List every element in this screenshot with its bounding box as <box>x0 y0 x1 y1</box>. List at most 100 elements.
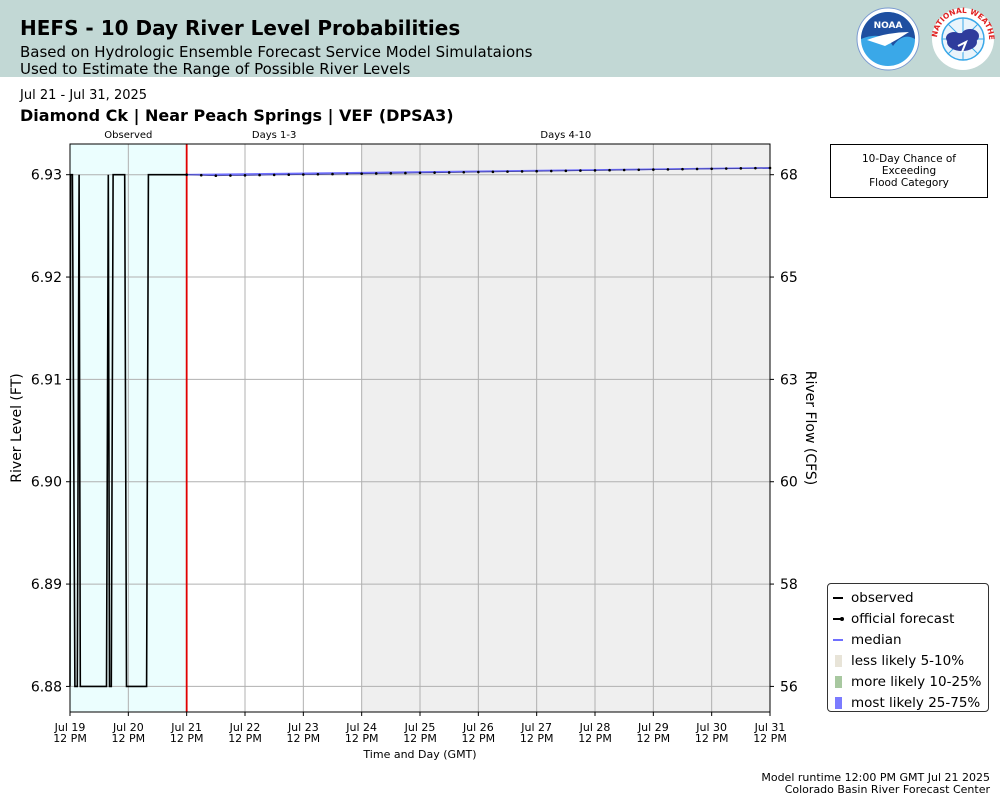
y-tick-label-right: 68 <box>780 168 798 184</box>
y-axis-label-right: River Flow (CFS) <box>802 371 818 486</box>
x-tick-label-time: 12 PM <box>403 732 437 745</box>
x-tick-label-time: 12 PM <box>462 732 496 745</box>
forecast-point <box>199 173 203 177</box>
forecast-point <box>374 172 378 175</box>
x-tick-label-day: Jul 26 <box>462 721 494 734</box>
page-title: HEFS - 10 Day River Level Probabilities <box>20 16 461 40</box>
y-tick-label-left: 6.88 <box>31 679 62 695</box>
forecast-point <box>331 172 334 176</box>
date-range: Jul 21 - Jul 31, 2025 <box>20 88 148 103</box>
forecast-point <box>462 170 466 174</box>
x-tick-label-time: 12 PM <box>170 732 204 745</box>
x-tick-label-time: 12 PM <box>228 732 262 745</box>
nws-logo: NATIONAL WEATHER SERVICE <box>928 2 996 70</box>
forecast-point <box>564 169 568 173</box>
y-tick-label-left: 6.91 <box>31 372 62 388</box>
legend-swatch-median <box>832 633 846 647</box>
forecast-point <box>360 172 363 175</box>
forecast-point <box>447 171 451 174</box>
forecast-point <box>243 174 247 177</box>
region-label: Days 1-3 <box>252 130 296 141</box>
x-tick-label-time: 12 PM <box>520 732 554 745</box>
x-tick-label-day: Jul 27 <box>520 721 552 734</box>
legend-item-median: median <box>832 629 988 650</box>
legend-label: observed <box>851 589 914 606</box>
x-tick-label-day: Jul 29 <box>637 721 669 734</box>
forecast-point <box>229 174 232 177</box>
x-tick-label-day: Jul 31 <box>754 721 786 734</box>
forecast-point <box>579 169 582 172</box>
x-tick-label-time: 12 PM <box>695 732 729 745</box>
forecast-point <box>754 166 757 170</box>
flood-category-box: 10-Day Chance of Exceeding Flood Categor… <box>830 144 988 198</box>
legend-swatch-observed <box>832 591 846 605</box>
x-axis-label: Time and Day (GMT) <box>362 748 476 761</box>
x-tick-label-day: Jul 23 <box>287 721 319 734</box>
x-tick-label-day: Jul 21 <box>170 721 202 734</box>
legend-item-observed: observed <box>832 587 988 608</box>
y-tick-label-left: 6.93 <box>31 168 62 184</box>
y-tick-label-right: 58 <box>780 577 798 593</box>
flood-box-line-2: Exceeding <box>881 165 937 177</box>
footer-center: Colorado Basin River Forecast Center <box>784 783 990 796</box>
forecast-point <box>214 174 218 178</box>
forecast-point <box>695 167 699 171</box>
noaa-logo: NOAA <box>856 7 920 71</box>
forecast-point <box>258 173 261 177</box>
forecast-point <box>389 171 393 175</box>
legend-item-official-forecast: official forecast <box>832 608 988 629</box>
header-banner: HEFS - 10 Day River Level Probabilities … <box>0 0 1000 78</box>
legend-swatch-most-likely <box>832 696 846 710</box>
forecast-point <box>418 171 422 175</box>
y-tick-label-right: 65 <box>780 270 798 286</box>
forecast-point <box>608 168 611 172</box>
forecast-point <box>404 171 407 175</box>
forecast-point <box>477 170 480 174</box>
x-tick-label-day: Jul 20 <box>112 721 144 734</box>
flood-box-line-3: Flood Category <box>869 177 949 189</box>
x-tick-label-day: Jul 22 <box>229 721 261 734</box>
region-2-band <box>361 144 770 712</box>
x-tick-label-time: 12 PM <box>578 732 612 745</box>
x-tick-label-day: Jul 25 <box>404 721 436 734</box>
x-tick-label-day: Jul 28 <box>579 721 611 734</box>
forecast-point <box>520 170 524 173</box>
x-tick-label-day: Jul 24 <box>345 721 377 734</box>
y-tick-label-left: 6.89 <box>31 577 62 593</box>
legend-label: most likely 25-75% <box>851 694 981 711</box>
legend-swatch-more-likely <box>832 675 846 689</box>
forecast-point <box>272 173 276 177</box>
forecast-point <box>739 167 743 170</box>
region-1-band <box>186 144 362 712</box>
y-tick-label-left: 6.90 <box>31 475 62 491</box>
legend-label: median <box>851 631 902 648</box>
forecast-point <box>622 168 626 172</box>
forecast-point <box>491 170 495 174</box>
y-tick-label-right: 60 <box>780 475 798 491</box>
x-tick-label-time: 12 PM <box>112 732 146 745</box>
legend-label: less likely 5-10% <box>851 652 965 669</box>
forecast-point <box>316 172 320 176</box>
forecast-point <box>433 171 436 174</box>
x-tick-label-time: 12 PM <box>637 732 671 745</box>
forecast-point <box>593 169 597 172</box>
page-subtitle-1: Based on Hydrologic Ensemble Forecast Se… <box>20 43 533 61</box>
footer-runtime: Model runtime 12:00 PM GMT Jul 21 2025 <box>761 771 990 784</box>
forecast-point <box>666 168 670 171</box>
flood-box-line-1: 10-Day Chance of <box>862 153 956 165</box>
forecast-point <box>681 167 684 171</box>
y-tick-label-right: 63 <box>780 372 798 388</box>
region-label: Days 4-10 <box>540 130 591 141</box>
forecast-point <box>185 173 188 177</box>
x-tick-label-day: Jul 19 <box>54 721 86 734</box>
forecast-point <box>637 168 641 172</box>
x-tick-label-time: 12 PM <box>287 732 321 745</box>
x-tick-label-time: 12 PM <box>53 732 87 745</box>
legend-swatch-forecast <box>832 612 846 626</box>
legend-label: official forecast <box>851 610 955 627</box>
forecast-point <box>345 172 349 176</box>
y-tick-label-right: 56 <box>780 679 798 695</box>
legend-item-more-likely: more likely 10-25% <box>832 671 988 692</box>
y-tick-label-left: 6.92 <box>31 270 62 286</box>
